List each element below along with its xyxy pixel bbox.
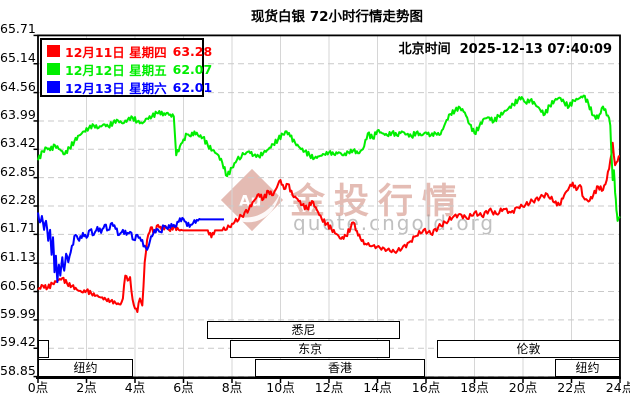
y-axis-label: 61.71 [0,220,36,236]
legend-label: 12月12日 星期五 [65,62,167,78]
y-axis-label: 62.85 [0,163,36,179]
series-line-dec13 [37,212,224,284]
x-axis-label: 12点 [314,380,344,395]
page-title: 现货白银 72小时行情走势图 [251,9,423,25]
y-axis-label: 59.99 [0,305,36,321]
x-axis-label: 18点 [460,380,489,395]
y-axis-label: 59.42 [0,334,36,350]
legend-value: 62.01 [172,79,213,95]
session-box: 纽约 [555,358,620,377]
legend-label: 12月13日 星期六 [65,80,167,96]
legend-swatch [47,45,60,57]
x-axis-label: 24点 [605,380,630,395]
legend-label: 12月11日 星期四 [65,44,167,60]
y-axis-label: 64.56 [0,78,36,94]
series-line-dec12 [37,94,621,222]
legend-value: 62.07 [172,61,213,77]
y-axis-label: 62.28 [0,192,36,207]
watermark-au-label: Au [239,192,261,210]
y-axis-label: 65.71 [0,21,36,37]
x-axis-label: 14点 [363,380,392,395]
legend-value: 63.28 [172,43,213,59]
beijing-time-value: 2025-12-13 07:40:09 [459,42,612,57]
x-axis-label: 8点 [221,380,243,395]
x-axis-label: 16点 [411,380,441,395]
watermark-brand-text: 金投行情 [290,182,467,222]
session-box-stub [38,339,49,358]
session-box: 伦敦 [436,339,620,358]
series-line-dec11 [37,141,620,313]
y-axis-label: 58.85 [0,362,36,378]
legend-item: 12月12日 星期五 62.07 [47,60,212,78]
y-axis-label: 61.13 [0,249,36,265]
session-box: 悉尼 [207,320,401,339]
x-axis-label: 4点 [124,380,146,395]
x-axis-label: 10点 [266,380,295,395]
beijing-time: 北京时间 2025-12-13 07:40:09 [399,38,612,57]
session-box: 东京 [230,339,391,358]
legend-item: 12月13日 星期六 62.01 [47,78,212,96]
legend-swatch [47,63,60,75]
session-box: 纽约 [38,358,134,377]
session-box: 香港 [255,358,426,377]
x-axis-label: 22点 [557,380,586,395]
x-axis-label: 2点 [76,380,97,395]
beijing-time-label: 北京时间 [398,42,451,57]
legend-swatch [47,81,60,93]
y-axis-label: 63.99 [0,106,36,122]
x-axis-label: 20点 [508,380,538,395]
legend-box: 12月11日 星期四 63.28 12月12日 星期五 62.07 12月13日 星期六… [40,38,212,97]
y-axis-label: 60.56 [0,277,36,293]
watermark-logo-icon: Au [220,168,284,232]
legend-item: 12月11日 星期四 63.28 [47,42,212,60]
x-axis-label: 0点 [27,380,49,395]
x-axis-label: 6点 [173,380,194,395]
y-axis-label: 65.14 [0,49,36,65]
y-axis-label: 63.42 [0,135,36,151]
